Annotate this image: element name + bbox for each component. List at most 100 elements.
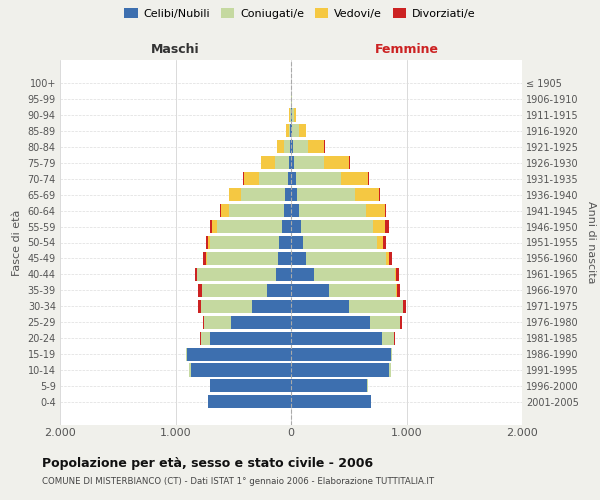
Bar [203, 252, 206, 265]
Bar [370, 316, 400, 328]
Bar [291, 236, 303, 249]
Bar [324, 156, 349, 170]
Bar [403, 300, 406, 313]
Bar [220, 204, 221, 217]
Bar [286, 124, 289, 138]
Bar [284, 140, 290, 153]
Bar [386, 252, 389, 265]
Bar [382, 332, 394, 344]
Bar [291, 140, 293, 153]
Bar [201, 300, 252, 313]
Bar [366, 204, 385, 217]
Bar [329, 284, 396, 297]
Bar [395, 268, 396, 281]
Bar [292, 108, 293, 122]
Bar [267, 284, 291, 297]
Bar [210, 236, 280, 249]
Bar [291, 188, 298, 201]
Text: Maschi: Maschi [151, 44, 200, 57]
Bar [203, 316, 204, 328]
Bar [231, 316, 291, 328]
Bar [291, 364, 389, 376]
Bar [221, 204, 229, 217]
Bar [190, 364, 191, 376]
Bar [389, 364, 391, 376]
Bar [290, 140, 291, 153]
Bar [241, 188, 284, 201]
Bar [291, 284, 329, 297]
Bar [397, 284, 400, 297]
Bar [355, 188, 379, 201]
Bar [276, 268, 291, 281]
Bar [291, 396, 371, 408]
Bar [303, 236, 377, 249]
Bar [394, 332, 395, 344]
Bar [296, 172, 341, 186]
Y-axis label: Anni di nascita: Anni di nascita [586, 201, 596, 284]
Bar [287, 172, 291, 186]
Bar [291, 316, 370, 328]
Bar [201, 332, 210, 344]
Bar [198, 284, 202, 297]
Bar [195, 268, 197, 281]
Bar [292, 124, 299, 138]
Bar [282, 220, 291, 233]
Bar [280, 236, 291, 249]
Bar [289, 156, 291, 170]
Bar [298, 188, 355, 201]
Bar [209, 220, 212, 233]
Text: Popolazione per età, sesso e stato civile - 2006: Popolazione per età, sesso e stato civil… [42, 458, 373, 470]
Bar [259, 172, 287, 186]
Bar [244, 172, 259, 186]
Bar [377, 236, 383, 249]
Bar [277, 140, 284, 153]
Bar [291, 348, 391, 360]
Bar [289, 108, 290, 122]
Text: COMUNE DI MISTERBIANCO (CT) - Dati ISTAT 1° gennaio 2006 - Elaborazione TUTTITAL: COMUNE DI MISTERBIANCO (CT) - Dati ISTAT… [42, 478, 434, 486]
Bar [202, 284, 267, 297]
Bar [252, 300, 291, 313]
Y-axis label: Fasce di età: Fasce di età [12, 210, 22, 276]
Bar [293, 108, 296, 122]
Bar [385, 220, 389, 233]
Bar [291, 300, 349, 313]
Bar [306, 252, 386, 265]
Bar [291, 156, 294, 170]
Bar [291, 204, 299, 217]
Bar [396, 268, 399, 281]
Bar [373, 220, 385, 233]
Bar [278, 252, 291, 265]
Bar [208, 236, 210, 249]
Bar [299, 204, 366, 217]
Bar [229, 188, 241, 201]
Bar [349, 300, 403, 313]
Bar [208, 396, 291, 408]
Bar [284, 188, 291, 201]
Bar [291, 332, 382, 344]
Legend: Celibi/Nubili, Coniugati/e, Vedovi/e, Divorziati/e: Celibi/Nubili, Coniugati/e, Vedovi/e, Di… [122, 6, 478, 21]
Bar [301, 220, 373, 233]
Bar [206, 252, 278, 265]
Bar [291, 172, 296, 186]
Bar [205, 316, 231, 328]
Bar [229, 204, 284, 217]
Bar [206, 236, 208, 249]
Bar [291, 268, 314, 281]
Bar [289, 124, 290, 138]
Bar [308, 140, 325, 153]
Bar [385, 204, 386, 217]
Bar [341, 172, 368, 186]
Bar [284, 204, 291, 217]
Bar [275, 156, 289, 170]
Bar [210, 380, 291, 392]
Bar [199, 300, 200, 313]
Bar [212, 220, 217, 233]
Bar [291, 380, 367, 392]
Bar [314, 268, 395, 281]
Bar [389, 252, 392, 265]
Bar [191, 364, 291, 376]
Bar [197, 268, 276, 281]
Bar [291, 124, 292, 138]
Bar [291, 252, 306, 265]
Bar [294, 156, 324, 170]
